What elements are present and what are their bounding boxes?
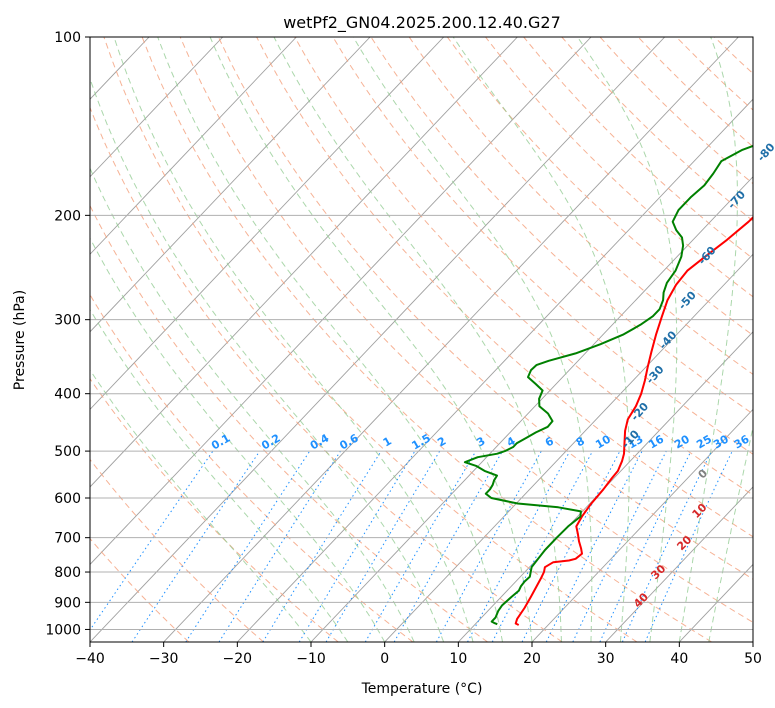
moist-adiabat-line — [678, 37, 738, 642]
moist-adiabat-line — [209, 37, 533, 642]
isotherm-line — [90, 37, 371, 333]
y-axis: 1000 900 800 700 600 500 400 300 200 100 — [45, 30, 90, 638]
y-tick-label: 200 — [54, 208, 81, 224]
x-tick-label: −20 — [223, 651, 253, 667]
dry-adiabat-line — [217, 37, 753, 580]
mixing-ratio-line — [90, 450, 214, 631]
y-tick-label: 400 — [54, 387, 81, 403]
x-tick-label: −40 — [75, 651, 105, 667]
mixing-ratio-line — [467, 450, 571, 642]
x-tick-label: 20 — [523, 651, 541, 667]
moist-adiabat-line — [90, 77, 445, 642]
profile-line-1 — [514, 216, 753, 626]
moist-adiabat-line — [157, 37, 503, 642]
moist-adiabat-line — [90, 237, 386, 642]
mixing-ratio-line — [325, 450, 441, 642]
background-lines — [90, 37, 753, 642]
isotherm-line — [531, 408, 753, 642]
x-tick-label: 40 — [670, 651, 688, 667]
isotherm-line — [90, 37, 592, 566]
y-axis-title: Pressure (hPa) — [12, 290, 28, 390]
y-tick-label: 500 — [54, 444, 81, 460]
isotherm-line — [90, 37, 518, 488]
mixing-ratio-line — [218, 450, 341, 642]
dry-adiabat-line — [294, 37, 753, 496]
x-tick-label: 10 — [449, 651, 467, 667]
dry-adiabat-line — [256, 37, 753, 538]
dry-adiabat-line — [332, 37, 753, 455]
dry-adiabat-line — [408, 37, 753, 375]
y-tick-label: 700 — [54, 531, 81, 547]
dry-adiabat-line — [370, 37, 753, 415]
moist-adiabat-line — [577, 37, 678, 642]
moist-adiabat-line — [113, 37, 474, 642]
dry-adiabat-line — [90, 537, 190, 642]
y-tick-label: 100 — [54, 30, 81, 46]
dry-adiabat-line — [446, 37, 753, 336]
x-tick-label: 50 — [744, 651, 762, 667]
plot-frame — [89, 36, 754, 643]
y-tick-label: 300 — [54, 313, 81, 329]
dry-adiabat-line — [179, 37, 753, 623]
dry-adiabat-line — [90, 204, 488, 642]
dry-adiabat-line — [90, 377, 339, 642]
x-axis-title: Temperature (°C) — [361, 681, 483, 697]
isotherm-line — [90, 37, 297, 255]
isotherm-line — [90, 37, 445, 411]
moist-adiabat-line — [352, 37, 593, 642]
x-tick-label: −30 — [149, 651, 179, 667]
mixing-ratio-line — [572, 450, 667, 642]
mixing-ratio-line — [599, 450, 692, 642]
x-tick-label: 30 — [597, 651, 615, 667]
isotherm-line — [90, 37, 666, 642]
y-tick-label: 900 — [54, 595, 81, 611]
mixing-ratio-line — [185, 450, 311, 642]
x-axis: −40 −30 −20 −10 0 10 20 30 40 50 — [75, 642, 762, 667]
isotherm-line — [90, 37, 224, 178]
isotherm-line — [605, 486, 753, 642]
x-tick-label: −10 — [296, 651, 326, 667]
x-tick-label: 0 — [380, 651, 389, 667]
mixing-ratio-line — [262, 450, 382, 642]
profile-lines — [463, 144, 753, 626]
moist-adiabat-line — [452, 37, 630, 642]
moist-adiabat-line — [708, 424, 753, 642]
moist-adiabat-line — [90, 369, 312, 642]
dry-adiabat-line — [90, 458, 264, 642]
y-tick-label: 800 — [54, 565, 81, 581]
mixing-ratio-line — [298, 450, 416, 642]
profile-line-2 — [463, 144, 753, 626]
mixing-ratio-line — [621, 450, 712, 642]
dry-adiabat-line — [103, 37, 638, 642]
y-tick-label: 1000 — [45, 622, 81, 638]
dry-adiabat-line — [141, 37, 712, 642]
moist-adiabat-line — [273, 37, 562, 642]
mixing-ratio-line — [364, 450, 477, 642]
isotherm-line — [237, 98, 753, 642]
y-tick-label: 600 — [54, 491, 81, 507]
dry-adiabat-line — [90, 106, 563, 642]
isotherm-line — [384, 253, 753, 642]
pressure-gridlines — [90, 37, 753, 630]
mixing-ratio-line — [131, 450, 261, 642]
isotherm-line — [163, 37, 739, 642]
moist-adiabat-line — [90, 308, 349, 642]
chart-title: wetPf2_GN04.2025.200.12.40.G27 — [283, 13, 561, 33]
dry-adiabat-line — [90, 293, 414, 642]
